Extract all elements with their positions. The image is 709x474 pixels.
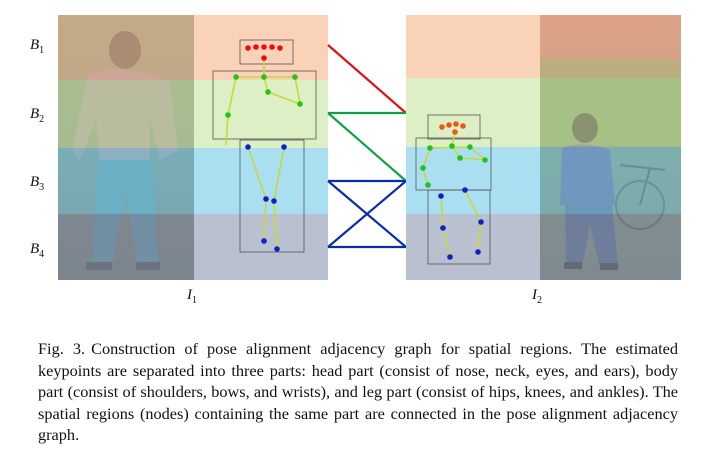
image-label-i1: I1 <box>187 287 197 306</box>
right-overlay <box>540 15 681 280</box>
figure-caption: Fig. 3. Construction of pose alignment ad… <box>38 338 678 446</box>
caption-text: Construction of pose alignment adjacency… <box>38 339 678 445</box>
region-label-b3: B3 <box>30 174 45 193</box>
caption-label: Fig. 3. <box>38 339 86 358</box>
region-label-b4: B4 <box>30 241 45 260</box>
region-label-b2: B2 <box>30 106 45 125</box>
figure-graphic <box>58 15 681 280</box>
right-keypoint-panel <box>406 15 540 280</box>
adjacency-edges <box>327 44 407 249</box>
figure: B1 B2 B3 B4 I1 I2 <box>30 15 681 306</box>
left-overlay <box>58 15 194 280</box>
left-keypoint-panel <box>194 15 328 280</box>
region-label-b1: B1 <box>30 37 45 56</box>
image-label-i2: I2 <box>532 287 542 306</box>
